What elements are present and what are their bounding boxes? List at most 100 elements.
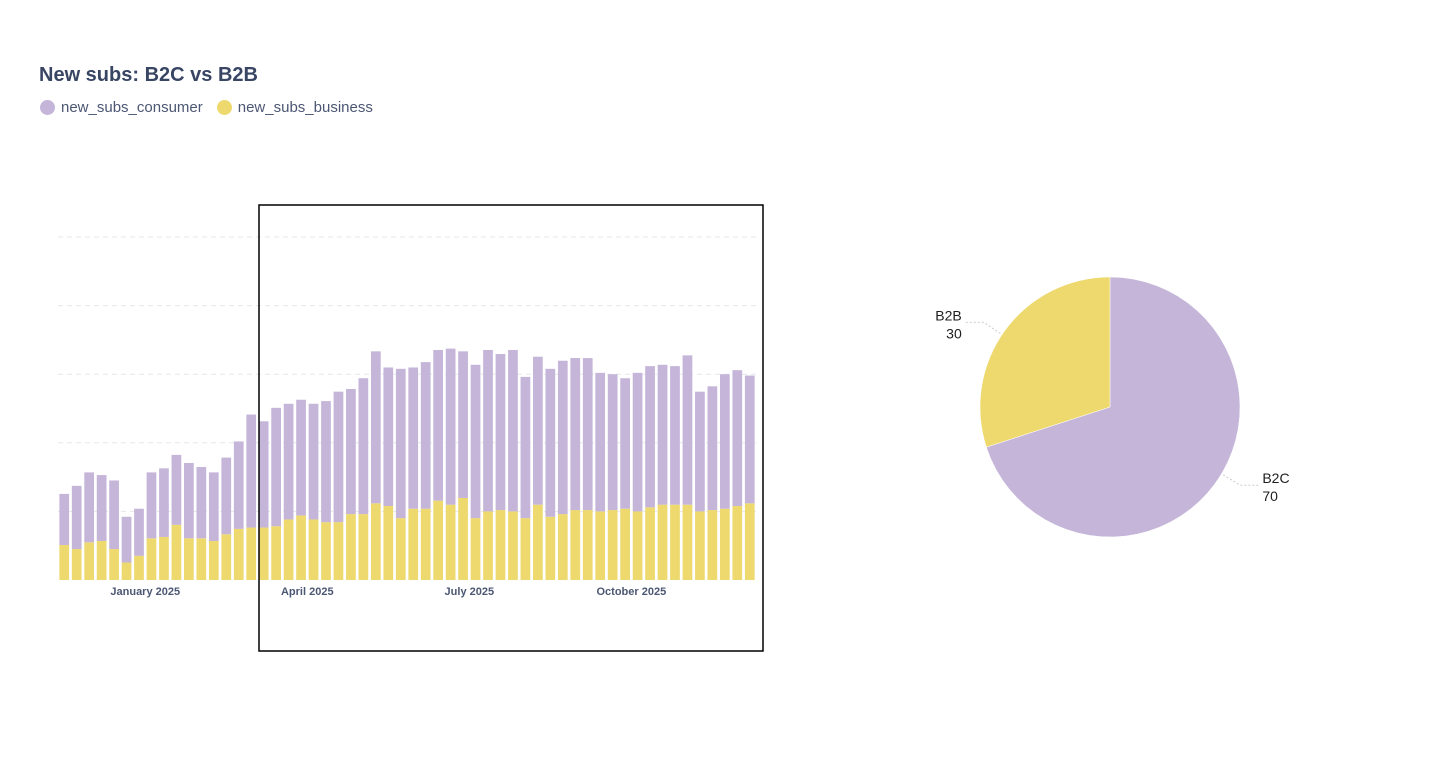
bar-business[interactable] <box>670 504 680 580</box>
bar-business[interactable] <box>146 538 157 580</box>
bar-consumer[interactable] <box>458 351 468 498</box>
bar-business[interactable] <box>296 515 306 580</box>
bar-business[interactable] <box>333 522 344 580</box>
bar-consumer[interactable] <box>308 403 319 520</box>
bar-business[interactable] <box>645 507 655 580</box>
bar-consumer[interactable] <box>582 358 593 511</box>
bar-business[interactable] <box>607 510 618 580</box>
bar-consumer[interactable] <box>233 441 244 529</box>
bar-consumer[interactable] <box>645 366 655 508</box>
bar-business[interactable] <box>59 545 70 580</box>
bar-consumer[interactable] <box>159 468 169 537</box>
bar-business[interactable] <box>582 510 593 580</box>
bar-consumer[interactable] <box>632 372 643 512</box>
bar-consumer[interactable] <box>333 391 344 523</box>
bar-consumer[interactable] <box>670 366 680 505</box>
bar-business[interactable] <box>308 519 319 580</box>
bar-consumer[interactable] <box>719 374 730 509</box>
bar-business[interactable] <box>483 511 493 580</box>
bar-consumer[interactable] <box>59 493 70 546</box>
bar-consumer[interactable] <box>171 454 182 525</box>
bar-consumer[interactable] <box>533 356 543 505</box>
bar-consumer[interactable] <box>184 462 194 539</box>
bar-business[interactable] <box>695 511 705 580</box>
bar-business[interactable] <box>433 500 444 580</box>
bar-business[interactable] <box>84 542 95 580</box>
bar-consumer[interactable] <box>445 348 456 505</box>
bar-business[interactable] <box>258 527 269 580</box>
bar-consumer[interactable] <box>221 457 232 535</box>
bar-consumer[interactable] <box>732 370 743 507</box>
bar-business[interactable] <box>96 540 107 580</box>
bar-consumer[interactable] <box>657 364 668 505</box>
bar-consumer[interactable] <box>607 374 618 511</box>
bar-consumer[interactable] <box>121 516 132 563</box>
bar-consumer[interactable] <box>408 367 419 509</box>
bar-consumer[interactable] <box>620 378 630 509</box>
bar-consumer[interactable] <box>470 364 481 519</box>
legend-item-consumer[interactable]: new_subs_consumer <box>40 99 203 116</box>
pie-slice-b2b[interactable] <box>979 276 1111 448</box>
bar-business[interactable] <box>71 549 82 580</box>
bar-consumer[interactable] <box>495 354 506 511</box>
bar-business[interactable] <box>533 504 543 580</box>
bar-business[interactable] <box>271 526 281 580</box>
bar-business[interactable] <box>208 540 219 580</box>
bar-consumer[interactable] <box>433 349 444 501</box>
bar-consumer[interactable] <box>695 391 705 512</box>
bar-business[interactable] <box>184 538 194 580</box>
bar-business[interactable] <box>545 516 556 580</box>
bar-business[interactable] <box>395 518 406 580</box>
bar-consumer[interactable] <box>358 378 369 515</box>
bar-consumer[interactable] <box>595 372 606 512</box>
bar-business[interactable] <box>620 508 630 580</box>
bar-consumer[interactable] <box>258 421 269 528</box>
bar-consumer[interactable] <box>570 358 581 511</box>
legend-item-business[interactable]: new_subs_business <box>216 99 373 116</box>
bar-business[interactable] <box>595 511 606 580</box>
bar-consumer[interactable] <box>134 508 144 556</box>
bar-business[interactable] <box>196 538 207 580</box>
bar-business[interactable] <box>458 497 468 580</box>
bar-consumer[interactable] <box>508 349 518 512</box>
bar-business[interactable] <box>495 510 506 580</box>
bar-business[interactable] <box>732 506 743 580</box>
selection-box[interactable] <box>258 204 764 652</box>
bar-consumer[interactable] <box>682 355 693 505</box>
bar-consumer[interactable] <box>383 367 394 507</box>
bar-business[interactable] <box>707 510 718 580</box>
bar-consumer[interactable] <box>744 375 755 504</box>
bar-consumer[interactable] <box>283 403 294 520</box>
bar-business[interactable] <box>420 508 431 580</box>
bar-consumer[interactable] <box>545 368 556 517</box>
bar-business[interactable] <box>445 504 456 580</box>
bar-business[interactable] <box>744 503 755 580</box>
bar-business[interactable] <box>508 511 518 580</box>
bar-business[interactable] <box>171 524 182 580</box>
bar-business[interactable] <box>682 504 693 580</box>
bar-business[interactable] <box>570 510 581 580</box>
bar-business[interactable] <box>557 514 568 580</box>
bar-consumer[interactable] <box>296 399 306 516</box>
bar-business[interactable] <box>346 514 356 580</box>
bar-consumer[interactable] <box>420 362 431 509</box>
bar-consumer[interactable] <box>246 414 257 528</box>
bar-business[interactable] <box>632 511 643 580</box>
bar-consumer[interactable] <box>196 467 207 539</box>
bar-business[interactable] <box>719 508 730 580</box>
bar-business[interactable] <box>520 518 531 580</box>
bar-consumer[interactable] <box>271 407 281 527</box>
pie-slice-b2c[interactable] <box>986 276 1241 538</box>
bar-consumer[interactable] <box>370 351 381 504</box>
bar-consumer[interactable] <box>557 360 568 515</box>
bar-consumer[interactable] <box>707 386 718 511</box>
bar-business[interactable] <box>233 528 244 580</box>
bar-business[interactable] <box>221 534 232 580</box>
bar-consumer[interactable] <box>109 480 119 550</box>
bar-consumer[interactable] <box>96 475 107 541</box>
bar-business[interactable] <box>358 514 369 580</box>
bar-business[interactable] <box>657 504 668 580</box>
bar-consumer[interactable] <box>146 472 157 539</box>
bar-business[interactable] <box>370 503 381 580</box>
bar-business[interactable] <box>121 562 132 580</box>
